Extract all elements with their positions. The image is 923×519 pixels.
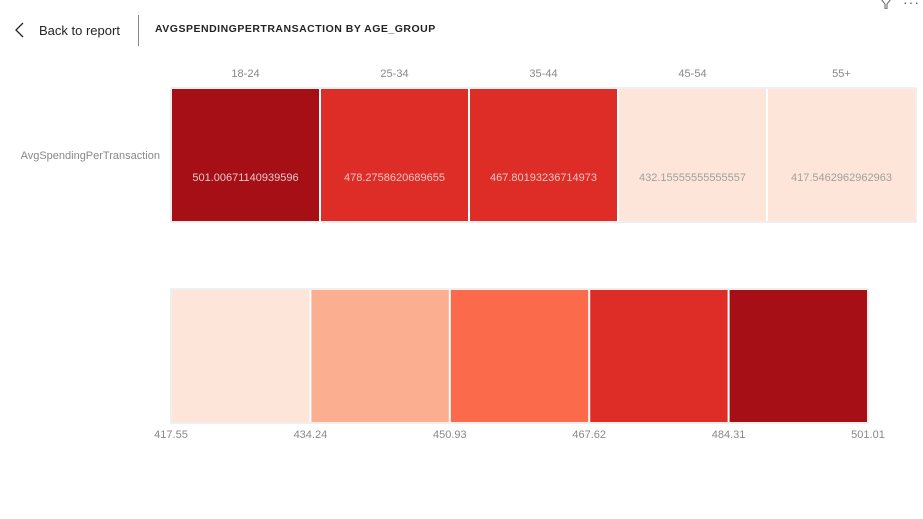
header-divider <box>138 15 139 46</box>
column-header: 45-54 <box>678 68 706 80</box>
visual-title: AVGSPENDINGPERTRANSACTION BY AGE_GROUP <box>155 23 436 35</box>
legend-tick-label: 417.55 <box>154 429 188 441</box>
chevron-left-icon <box>14 22 26 38</box>
heatmap-cell[interactable] <box>172 89 319 221</box>
column-header: 18-24 <box>231 68 259 80</box>
heatmap-cell[interactable] <box>619 89 766 221</box>
column-header: 35-44 <box>529 68 557 80</box>
report-header: Back to report AVGSPENDINGPERTRANSACTION… <box>0 0 923 60</box>
cell-value-label: 417.5462962962963 <box>791 172 892 184</box>
legend-bin <box>590 290 728 422</box>
cell-value-label: 478.2758620689655 <box>344 172 445 184</box>
legend-frame <box>170 288 869 424</box>
legend-bin <box>311 290 449 422</box>
cell-value-label: 467.80193236714973 <box>490 172 597 184</box>
heatmap-frame <box>170 87 917 223</box>
heatmap-cell[interactable] <box>470 89 617 221</box>
cell-value-label: 432.15555555555557 <box>639 172 746 184</box>
color-scale-legend: 417.55 434.24 450.93 467.62 484.31 501.01 <box>154 288 885 441</box>
legend-tick-label: 501.01 <box>851 429 885 441</box>
column-header: 25-34 <box>380 68 408 80</box>
more-options-icon[interactable]: ··· <box>903 0 920 10</box>
back-to-report-button[interactable]: Back to report <box>14 18 120 42</box>
column-header: 55+ <box>832 68 851 80</box>
avg-spending-heatmap: AvgSpendingPerTransaction 18-24 501.006711… <box>21 68 917 223</box>
heatmap-cell[interactable] <box>321 89 468 221</box>
legend-tick-label: 450.93 <box>433 429 467 441</box>
heatmap-cell[interactable] <box>768 89 915 221</box>
cell-value-label: 501.00671140939596 <box>192 172 298 184</box>
legend-bin <box>172 290 310 422</box>
back-label: Back to report <box>39 22 120 38</box>
row-label: AvgSpendingPerTransaction <box>21 150 160 162</box>
legend-tick-label: 467.62 <box>572 429 606 441</box>
legend-bin <box>729 290 867 422</box>
legend-bin <box>450 290 589 422</box>
legend-tick-label: 434.24 <box>294 429 328 441</box>
legend-tick-label: 484.31 <box>712 429 746 441</box>
